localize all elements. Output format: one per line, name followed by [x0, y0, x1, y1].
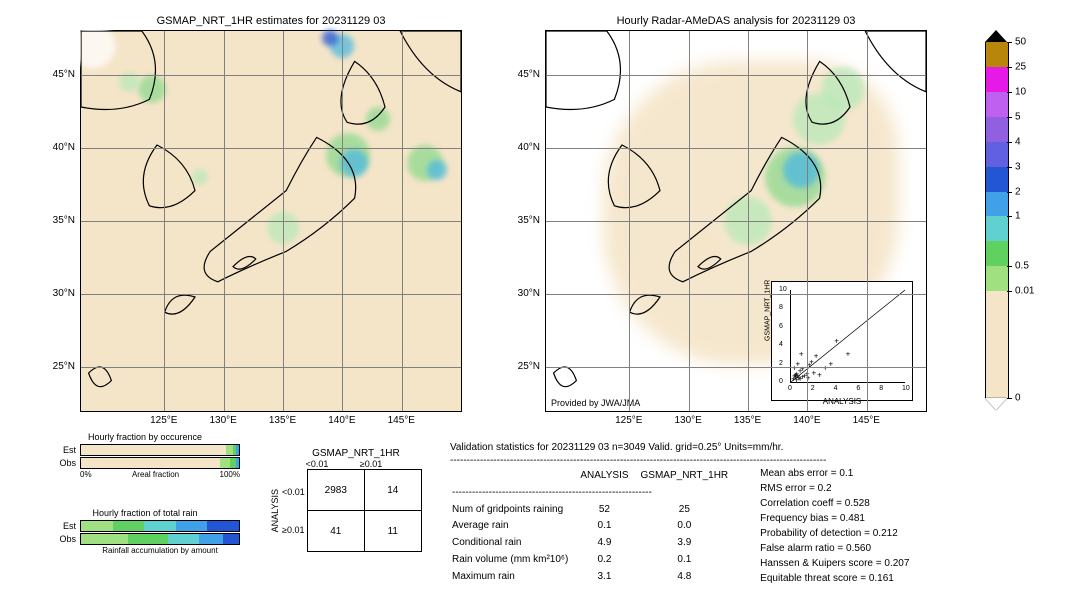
validation-stats: Validation statistics for 20231129 03 n=…: [450, 442, 1070, 586]
stats-table: ANALYSISGSMAP_NRT_1HR-------------------…: [450, 466, 740, 586]
ct-colhead-1: ≥0.01: [344, 459, 398, 469]
provided-by: Provided by JWA/JMA: [551, 398, 640, 408]
occurrence-barchart: Hourly fraction by occurenceEstObs0%Area…: [50, 432, 240, 479]
ct-row-title: ANALYSIS: [270, 489, 280, 532]
contingency-table: GSMAP_NRT_1HR <0.01 ≥0.01 ANALYSIS <0.01…: [270, 448, 422, 552]
map1-title: GSMAP_NRT_1HR estimates for 20231129 03: [81, 15, 461, 27]
scatter-inset: +++++++++++++++++++++++++++0022446688101…: [771, 281, 913, 401]
gsmap-map-panel: GSMAP_NRT_1HR estimates for 20231129 03 …: [80, 30, 462, 412]
radar-map-panel: Hourly Radar-AMeDAS analysis for 2023112…: [545, 30, 927, 412]
totalrain-barchart: Hourly fraction of total rainEstObsRainf…: [50, 508, 240, 555]
ct-cells: 298314 4111: [307, 469, 422, 552]
stats-dash: ----------------------------------------…: [450, 455, 1070, 466]
map2-title: Hourly Radar-AMeDAS analysis for 2023112…: [546, 15, 926, 27]
stats-title: Validation statistics for 20231129 03 n=…: [450, 442, 1070, 453]
ct-colhead-0: <0.01: [290, 459, 344, 469]
colorbar: 502510543210.50.010: [985, 30, 1007, 410]
ct-rowhead-1: ≥0.01: [282, 525, 305, 535]
ct-col-title: GSMAP_NRT_1HR: [290, 448, 422, 459]
stats-kv: Mean abs error = 0.1RMS error = 0.2Corre…: [760, 466, 909, 586]
ct-rowhead-0: <0.01: [282, 487, 305, 497]
